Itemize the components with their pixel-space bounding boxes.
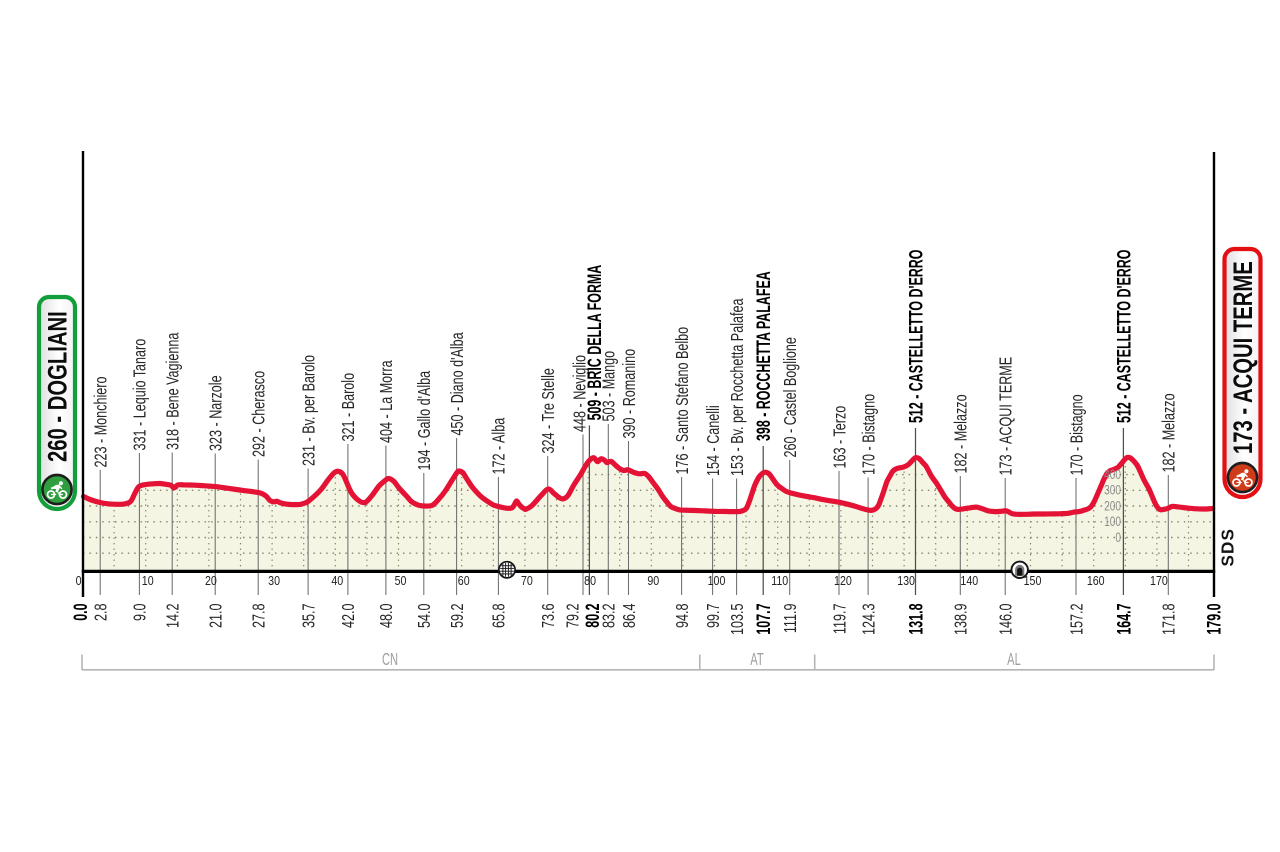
svg-text:59.2: 59.2	[448, 604, 468, 629]
svg-text:80: 80	[584, 573, 596, 588]
svg-text:176 - Santo Stefano Belbo: 176 - Santo Stefano Belbo	[673, 327, 693, 475]
svg-text:2.8: 2.8	[92, 604, 112, 622]
svg-text:194 - Gallo d'Alba: 194 - Gallo d'Alba	[415, 370, 435, 470]
svg-text:100: 100	[1104, 514, 1121, 530]
svg-text:172 - Alba: 172 - Alba	[490, 417, 510, 474]
svg-text:99.7: 99.7	[704, 604, 724, 629]
svg-text:200: 200	[1104, 498, 1121, 514]
svg-text:154 - Canelli: 154 - Canelli	[704, 405, 724, 476]
svg-text:146.0: 146.0	[997, 604, 1017, 636]
svg-text:70: 70	[521, 573, 533, 588]
svg-text:119.7: 119.7	[830, 604, 850, 635]
svg-text:503 - Mango: 503 - Mango	[600, 351, 620, 422]
svg-text:CN: CN	[382, 649, 398, 669]
svg-text:86.4: 86.4	[620, 603, 640, 628]
svg-text:170 - Bistagno: 170 - Bistagno	[1067, 394, 1087, 475]
svg-text:400: 400	[1104, 467, 1121, 483]
svg-text:323 - Narzole: 323 - Narzole	[207, 375, 227, 451]
svg-text:83.2: 83.2	[600, 604, 620, 629]
svg-text:100: 100	[708, 573, 726, 588]
svg-text:111.9: 111.9	[781, 604, 801, 634]
svg-text:130: 130	[897, 573, 915, 588]
svg-text:260 - DOGLIANI: 260 - DOGLIANI	[43, 311, 74, 462]
svg-text:120: 120	[834, 573, 852, 588]
svg-text:390 - Romanino: 390 - Romanino	[620, 349, 640, 439]
svg-text:9.0: 9.0	[131, 604, 151, 622]
svg-text:163 - Terzo: 163 - Terzo	[830, 406, 850, 469]
svg-text:160: 160	[1087, 573, 1105, 588]
svg-text:164.7: 164.7	[1114, 603, 1135, 634]
svg-text:90: 90	[647, 573, 659, 588]
svg-text:60: 60	[458, 573, 470, 588]
svg-text:94.8: 94.8	[673, 604, 693, 629]
svg-text:AT: AT	[750, 649, 763, 669]
svg-text:21.0: 21.0	[207, 604, 227, 629]
svg-text:40: 40	[331, 573, 343, 588]
svg-text:110: 110	[771, 573, 788, 588]
svg-text:509 - BRIC DELLA FORMA: 509 - BRIC DELLA FORMA	[584, 264, 605, 420]
svg-text:171.8: 171.8	[1160, 604, 1180, 636]
svg-text:170: 170	[1150, 573, 1168, 588]
svg-text:318 - Bene Vagienna: 318 - Bene Vagienna	[164, 332, 184, 450]
svg-text:170 - Bistagno: 170 - Bistagno	[859, 394, 879, 475]
svg-text:65.8: 65.8	[490, 604, 510, 629]
svg-text:79.2: 79.2	[563, 604, 583, 629]
svg-text:AL: AL	[1007, 649, 1021, 669]
svg-text:54.0: 54.0	[415, 604, 435, 629]
svg-text:107.7: 107.7	[754, 603, 775, 634]
svg-text:50: 50	[395, 573, 407, 588]
svg-text:42.0: 42.0	[339, 604, 359, 629]
svg-text:331 - Lequio Tanaro: 331 - Lequio Tanaro	[131, 339, 151, 451]
svg-text:35.7: 35.7	[299, 604, 319, 629]
svg-text:80.2: 80.2	[582, 603, 603, 627]
svg-text:103.5: 103.5	[728, 604, 748, 636]
svg-text:512 - CASTELLETTO D'ERRO: 512 - CASTELLETTO D'ERRO	[1114, 250, 1135, 423]
svg-text:179.0: 179.0	[1204, 603, 1225, 634]
svg-text:138.9: 138.9	[952, 604, 972, 636]
svg-text:30: 30	[268, 573, 280, 588]
svg-text:260 - Castel Boglione: 260 - Castel Boglione	[781, 337, 801, 457]
svg-text:173 - ACQUI TERME: 173 - ACQUI TERME	[1228, 261, 1259, 454]
svg-text:SDS: SDS	[1217, 528, 1238, 567]
svg-text:73.6: 73.6	[539, 604, 559, 629]
svg-text:0.0: 0.0	[70, 603, 91, 620]
svg-text:124.3: 124.3	[859, 604, 879, 636]
svg-text:140: 140	[960, 573, 978, 588]
svg-text:182 - Melazzo: 182 - Melazzo	[1160, 393, 1180, 472]
svg-text:231 - Bv. per Barolo: 231 - Bv. per Barolo	[299, 355, 319, 466]
svg-text:153 - Bv. per Rocchetta Palafe: 153 - Bv. per Rocchetta Palafea	[728, 298, 748, 476]
svg-text:300: 300	[1104, 482, 1121, 498]
svg-text:512 - CASTELLETTO D'ERRO: 512 - CASTELLETTO D'ERRO	[906, 250, 927, 423]
svg-text:450 - Diano d'Alba: 450 - Diano d'Alba	[448, 332, 468, 436]
svg-text:448 - Neviglio: 448 - Neviglio	[570, 355, 590, 432]
svg-text:173 - ACQUI TERME: 173 - ACQUI TERME	[997, 357, 1017, 476]
svg-text:0: 0	[1115, 529, 1121, 545]
svg-text:10: 10	[142, 573, 154, 588]
svg-text:20: 20	[205, 573, 217, 588]
svg-text:223 - Monchiero: 223 - Monchiero	[92, 377, 112, 468]
svg-text:292 - Cherasco: 292 - Cherasco	[250, 371, 270, 457]
svg-text:398 - ROCCHETTA PALAFEA: 398 - ROCCHETTA PALAFEA	[754, 271, 775, 441]
svg-text:48.0: 48.0	[377, 604, 397, 629]
svg-text:0: 0	[76, 573, 82, 588]
svg-text:324 - Tre Stelle: 324 - Tre Stelle	[539, 368, 559, 453]
svg-text:150: 150	[1024, 573, 1042, 588]
svg-text:14.2: 14.2	[164, 604, 184, 629]
svg-text:404 - La Morra: 404 - La Morra	[377, 360, 397, 443]
svg-text:182 - Melazzo: 182 - Melazzo	[952, 394, 972, 473]
svg-text:27.8: 27.8	[250, 604, 270, 629]
svg-text:321 - Barolo: 321 - Barolo	[339, 373, 359, 442]
svg-text:157.2: 157.2	[1067, 604, 1087, 636]
svg-text:131.8: 131.8	[906, 603, 927, 634]
